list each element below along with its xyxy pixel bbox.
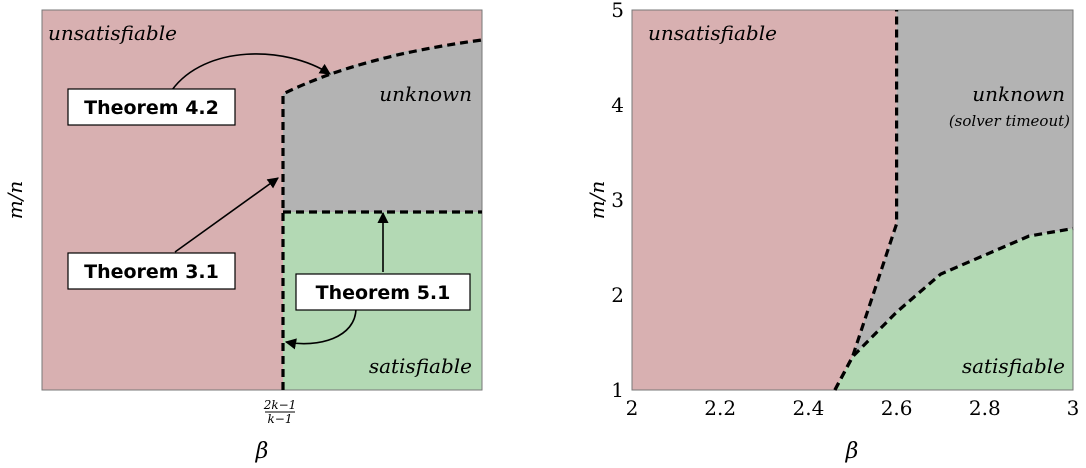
right-label-unsatisfiable: unsatisfiable [648,21,777,45]
arrow-theorem-5-1-curve [284,307,357,350]
left-ylabel: m/n [3,181,27,220]
left-label-unknown: unknown [379,82,472,106]
right-ylabel: m/n [585,181,609,220]
right-ytick-label: 1 [611,378,624,402]
theorem-5-1-box: Theorem 5.1 [295,273,471,311]
right-ytick-label: 4 [611,93,624,117]
theorem-3-1-label: Theorem 3.1 [84,261,219,283]
right-plot-frame [631,9,1074,391]
left-xtick-numerator: 2k−1 [263,398,297,412]
left-label-satisfiable: satisfiable [369,354,472,378]
right-xtick-label: 2.4 [792,396,824,420]
arrow-theorem-3-1 [174,177,279,253]
theorem-3-1-box: Theorem 3.1 [67,252,236,290]
theorem-5-1-label: Theorem 5.1 [316,282,451,304]
right-xtick-label: 2.2 [704,396,736,420]
right-sat-boundary [833,226,1074,391]
left-panel: unsatisfiable unknown satisfiable Theore… [3,9,483,464]
right-unknown-region [834,10,1073,390]
arrow-theorem-4-2 [171,53,331,91]
right-ytick-label: 2 [611,283,624,307]
right-xticks: 2 2.2 2.4 2.6 2.8 3 [626,396,1080,420]
right-label-satisfiable: satisfiable [962,354,1065,378]
right-yticks: 1 2 3 4 5 [611,0,624,402]
left-xtick-denominator: k−1 [268,412,293,426]
right-xtick-label: 3 [1067,396,1080,420]
right-xtick-label: 2.6 [881,396,913,420]
right-label-unknown: unknown [972,82,1065,106]
left-label-unsatisfiable: unsatisfiable [48,21,177,45]
right-ytick-label: 3 [611,188,624,212]
left-unsat-boundary [281,38,483,390]
left-unknown-region [283,40,482,212]
right-label-unknown-note: (solver timeout) [949,112,1070,130]
right-xlabel: β [845,439,859,464]
theorem-4-2-label: Theorem 4.2 [84,97,219,119]
theorem-4-2-box: Theorem 4.2 [67,88,236,126]
right-xtick-label: 2.8 [969,396,1001,420]
right-xtick-label: 2 [626,396,639,420]
left-xlabel: β [255,439,269,464]
right-sat-region [834,228,1073,390]
right-unsat-region [632,10,897,390]
right-ytick-label: 5 [611,0,624,22]
left-plot-frame [41,9,483,391]
